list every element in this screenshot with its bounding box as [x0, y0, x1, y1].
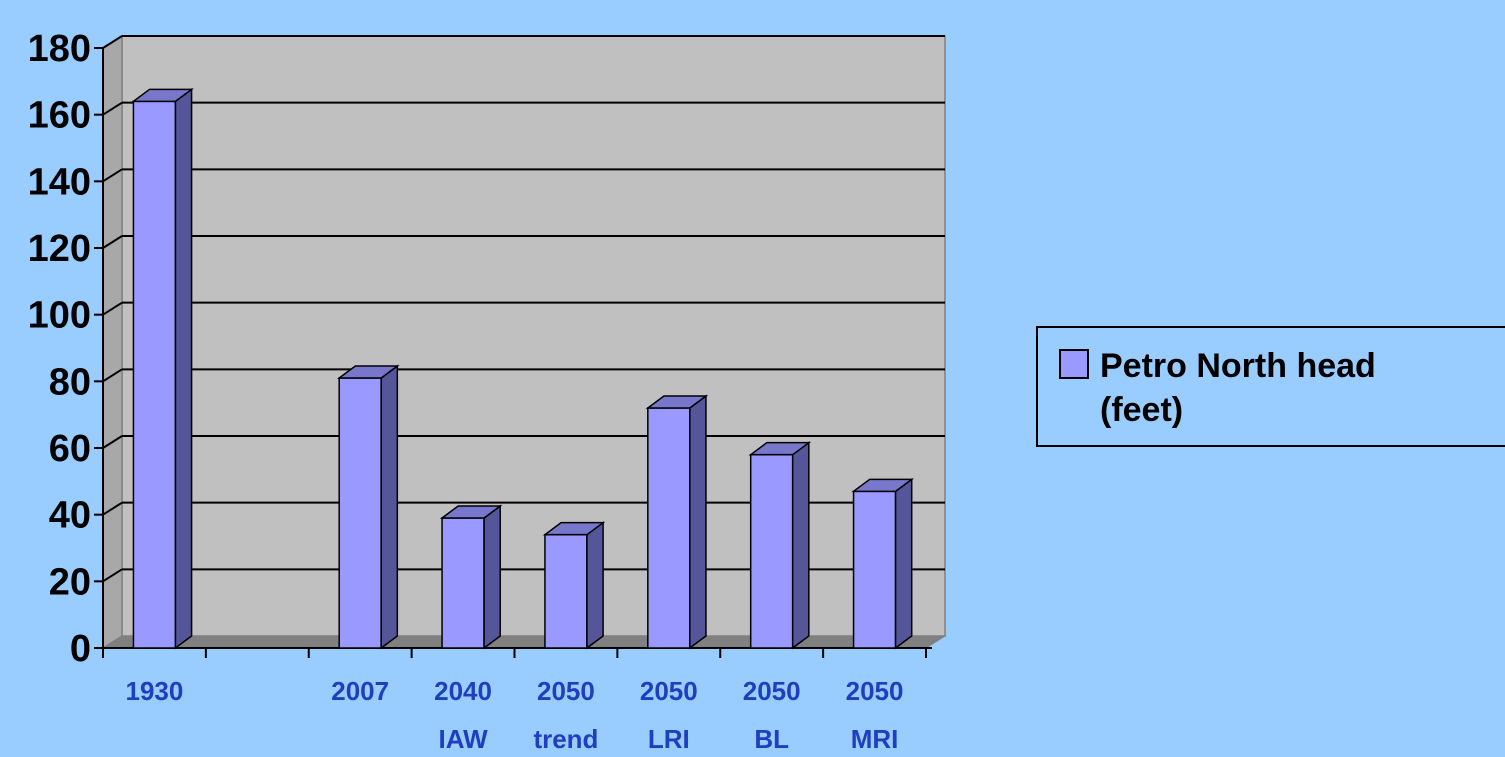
bar: [439, 504, 503, 650]
y-tick-label: 60: [49, 428, 91, 470]
y-tick-label: 140: [28, 161, 91, 203]
gridline-side: [102, 368, 123, 383]
gridline-side: [102, 101, 123, 116]
bar-front-face: [132, 100, 177, 649]
bar-top-face: [748, 441, 812, 456]
bar-front-face: [544, 533, 588, 649]
legend-swatch: [1059, 349, 1089, 379]
y-tick-label: 120: [28, 228, 91, 270]
bar: [336, 364, 400, 650]
y-tick-label: 160: [28, 95, 91, 137]
gridline-side: [102, 301, 123, 316]
bar-side-face: [380, 364, 399, 650]
gridline-side: [102, 35, 123, 49]
bar: [131, 87, 194, 650]
x-tick-label: 1930: [126, 676, 184, 706]
bar: [851, 477, 914, 650]
bar-front-face: [852, 490, 897, 649]
bar-side-face: [174, 87, 193, 650]
gridline-side: [102, 235, 123, 249]
bar-top-face: [131, 88, 194, 103]
bar-front-face: [749, 453, 794, 649]
bar-top-face: [336, 365, 400, 379]
bar-top-face: [851, 478, 914, 493]
y-tick-label: 20: [49, 561, 91, 603]
x-tick-label: IAW: [439, 724, 489, 752]
bar-side-face: [689, 394, 707, 650]
bar-side-face: [483, 504, 501, 650]
x-tick-label: 2050: [537, 676, 595, 706]
plot-side-wall: [102, 34, 123, 650]
bar-front-face: [338, 377, 382, 649]
y-tick-label: 40: [49, 495, 91, 537]
legend-entry: (feet): [1100, 391, 1183, 429]
bar-top-face: [645, 395, 709, 409]
bar-front-face: [647, 407, 691, 649]
gridline-side: [102, 501, 123, 516]
gridline-side: [102, 435, 123, 449]
bar-front-face: [441, 517, 485, 649]
y-tick-label: 100: [28, 295, 91, 337]
x-tick-label: 2040: [434, 676, 492, 706]
legend: Petro North head (feet): [1036, 326, 1505, 447]
x-tick-label: MRI: [851, 724, 899, 752]
plot-back-wall: [121, 35, 946, 637]
bar: [645, 394, 709, 650]
bar-top-face: [439, 505, 503, 519]
bar-side-face: [894, 477, 913, 650]
bar: [748, 441, 812, 650]
x-tick-label: 2007: [331, 676, 389, 706]
x-tick-label: trend: [533, 724, 598, 752]
bar: [542, 521, 606, 650]
x-tick-label: 2050: [640, 676, 698, 706]
x-tick-label: LRI: [648, 724, 690, 752]
y-tick-label: 180: [28, 28, 91, 70]
bar-top-face: [542, 521, 606, 536]
x-tick-label: BL: [754, 724, 789, 752]
plot-floor: [101, 635, 947, 649]
legend-entry: Petro North head: [1100, 347, 1376, 385]
gridline-side: [102, 168, 123, 183]
legend-box: [1036, 326, 1505, 447]
y-tick-label: 0: [70, 628, 91, 670]
gridline-side: [102, 568, 123, 583]
bar-side-face: [586, 521, 604, 650]
x-tick-label: 2050: [846, 676, 904, 706]
y-tick-label: 80: [49, 361, 91, 403]
x-tick-label: 2050: [743, 676, 801, 706]
bar-side-face: [791, 441, 810, 650]
